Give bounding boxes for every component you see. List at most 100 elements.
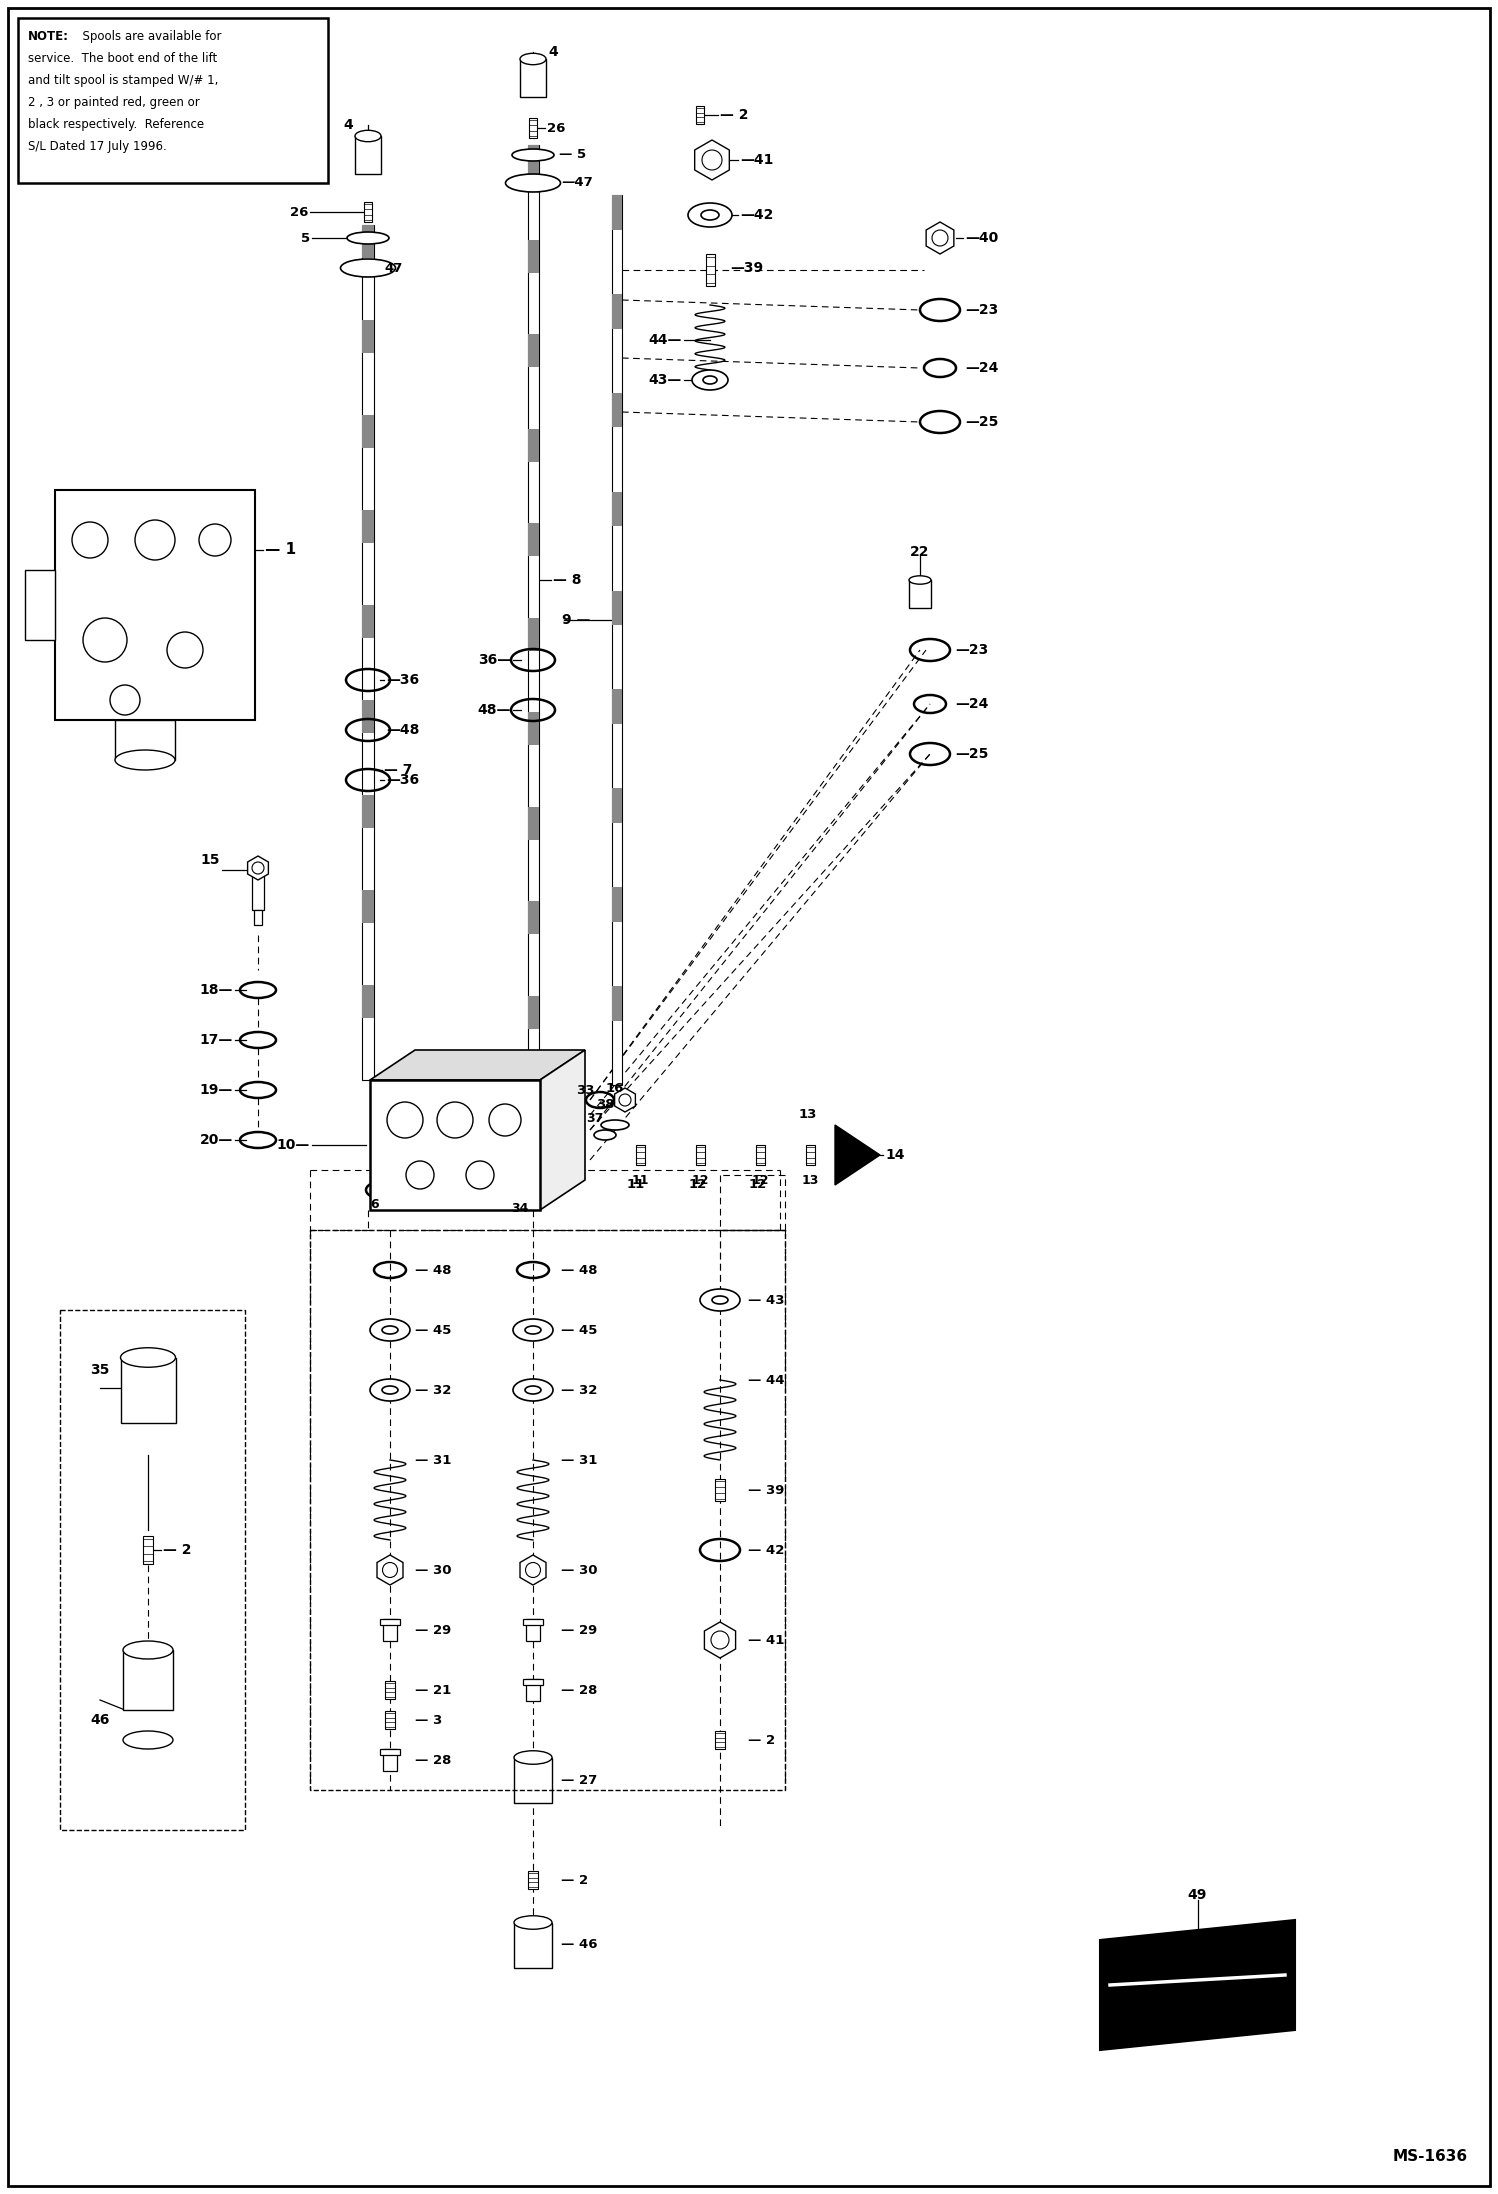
Text: —47: —47 [560, 176, 593, 189]
Bar [55, 489, 255, 720]
Ellipse shape [514, 1915, 551, 1929]
Bar [527, 428, 538, 461]
Text: 12: 12 [752, 1174, 768, 1187]
Text: 5: 5 [301, 233, 310, 244]
Text: — 27: — 27 [560, 1773, 598, 1786]
Text: 12: 12 [691, 1174, 709, 1187]
Text: — 8: — 8 [553, 573, 581, 588]
Bar [123, 1650, 172, 1709]
Ellipse shape [512, 149, 554, 160]
Text: 9 —: 9 — [562, 612, 590, 627]
Text: 47: 47 [383, 261, 403, 274]
Bar [695, 1145, 704, 1165]
Text: — 42: — 42 [748, 1545, 785, 1556]
Text: — 45: — 45 [560, 1323, 598, 1336]
Text: 11: 11 [631, 1174, 649, 1187]
Bar [363, 891, 374, 924]
Circle shape [526, 1562, 541, 1577]
Text: 37: 37 [586, 1112, 604, 1126]
Text: 48—: 48— [478, 702, 511, 717]
Ellipse shape [712, 1297, 728, 1303]
Text: — 30: — 30 [560, 1564, 598, 1577]
Circle shape [252, 862, 264, 873]
Ellipse shape [514, 1751, 551, 1764]
Text: MS-1636: MS-1636 [1393, 2148, 1468, 2163]
Polygon shape [370, 1051, 586, 1079]
Bar [613, 393, 622, 428]
Text: — 48: — 48 [415, 1264, 451, 1277]
Text: 20—: 20— [199, 1132, 234, 1147]
Bar [370, 1079, 539, 1211]
Text: — 21: — 21 [415, 1683, 451, 1696]
Bar [363, 226, 374, 259]
Bar [613, 294, 622, 329]
Ellipse shape [120, 1347, 175, 1367]
Bar [120, 1358, 175, 1422]
Text: — 41: — 41 [748, 1635, 785, 1646]
Text: — 5: — 5 [559, 149, 586, 162]
Text: service.  The boot end of the lift: service. The boot end of the lift [28, 53, 217, 66]
Text: 33: 33 [575, 1084, 595, 1097]
Ellipse shape [688, 204, 733, 226]
Text: 26: 26 [547, 121, 565, 134]
Text: 10—: 10— [277, 1139, 310, 1152]
Text: — 2: — 2 [163, 1542, 192, 1558]
Bar [527, 996, 538, 1029]
Bar [527, 145, 538, 178]
Text: —42: —42 [740, 208, 773, 222]
Text: —36: —36 [386, 772, 419, 788]
Text: — 45: — 45 [415, 1323, 451, 1336]
Text: 2 , 3 or painted red, green or: 2 , 3 or painted red, green or [28, 97, 199, 110]
Bar [527, 333, 538, 366]
Text: 11: 11 [626, 1178, 646, 1191]
Bar [255, 911, 262, 926]
Text: 26: 26 [289, 206, 309, 219]
Ellipse shape [520, 53, 545, 64]
Text: black respectively.  Reference: black respectively. Reference [28, 118, 204, 132]
Text: 13: 13 [801, 1174, 819, 1187]
Ellipse shape [601, 1119, 629, 1130]
Ellipse shape [382, 1387, 398, 1393]
Text: 4: 4 [548, 46, 557, 59]
Bar [613, 195, 622, 1086]
Bar [613, 886, 622, 921]
Bar [613, 491, 622, 527]
Bar [527, 522, 538, 555]
Text: — 44: — 44 [748, 1373, 785, 1387]
Bar [523, 1619, 542, 1624]
Text: — 3: — 3 [415, 1714, 442, 1727]
Text: 38: 38 [596, 1099, 614, 1112]
Ellipse shape [115, 750, 175, 770]
Text: —41: —41 [740, 154, 773, 167]
Bar [523, 1678, 542, 1685]
Bar [527, 807, 538, 840]
Circle shape [619, 1095, 631, 1106]
Ellipse shape [700, 1290, 740, 1312]
Text: S/L Dated 17 July 1996.: S/L Dated 17 July 1996. [28, 140, 166, 154]
Text: 49: 49 [1188, 1889, 1207, 1902]
Text: — 48: — 48 [560, 1264, 598, 1277]
Ellipse shape [701, 211, 719, 219]
Ellipse shape [123, 1641, 172, 1659]
Ellipse shape [348, 233, 389, 244]
Text: 43—: 43— [649, 373, 682, 386]
Bar [310, 1231, 785, 1790]
Circle shape [703, 149, 722, 169]
Text: — 32: — 32 [560, 1384, 598, 1398]
Bar [363, 509, 374, 544]
Bar [529, 118, 536, 138]
Text: 34: 34 [511, 1202, 529, 1215]
Polygon shape [539, 1051, 586, 1211]
Bar [715, 1479, 725, 1501]
Text: —24: —24 [956, 698, 989, 711]
Text: 46: 46 [90, 1714, 109, 1727]
Text: 12: 12 [689, 1178, 707, 1191]
Bar [527, 617, 538, 652]
Bar [385, 1681, 395, 1698]
Bar [526, 1678, 539, 1700]
Ellipse shape [355, 129, 380, 143]
Bar [527, 902, 538, 935]
Bar [706, 255, 715, 285]
Ellipse shape [505, 173, 560, 193]
Text: 4: 4 [343, 118, 354, 132]
